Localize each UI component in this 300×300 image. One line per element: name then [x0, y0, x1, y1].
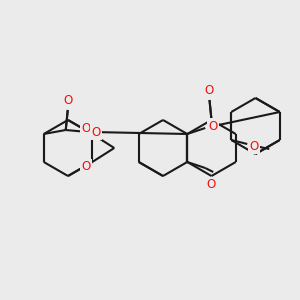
- Text: O: O: [82, 160, 91, 173]
- Text: O: O: [63, 94, 72, 107]
- Text: O: O: [250, 140, 259, 152]
- Text: O: O: [82, 122, 91, 136]
- Text: O: O: [207, 178, 216, 191]
- Text: O: O: [208, 119, 218, 133]
- Text: O: O: [91, 125, 101, 139]
- Text: O: O: [205, 85, 214, 98]
